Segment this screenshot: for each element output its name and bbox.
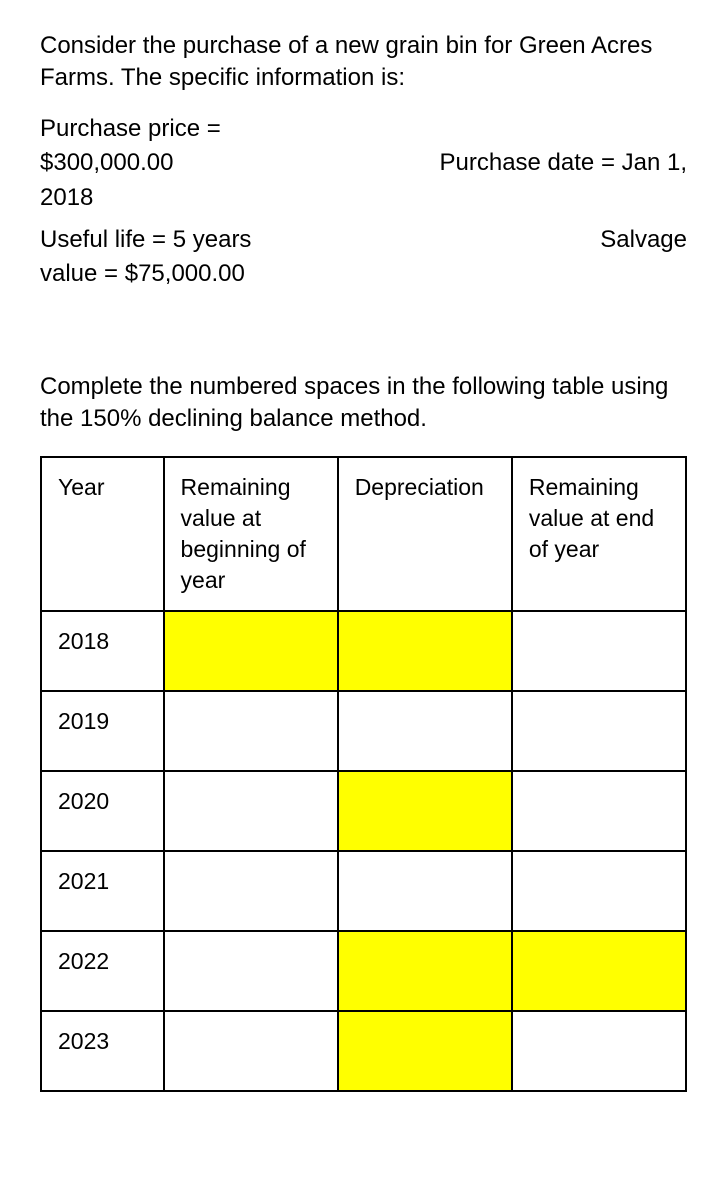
cell-year: 2018 (41, 611, 164, 691)
cell-depreciation (338, 931, 512, 1011)
cell-depreciation (338, 851, 512, 931)
cell-end-value (512, 611, 686, 691)
spec-date-label: Purchase date = Jan 1, (440, 147, 688, 179)
table-header-row: Year Remaining value at beginning of yea… (41, 457, 686, 611)
depreciation-table: Year Remaining value at beginning of yea… (40, 456, 687, 1092)
instruction-text: Complete the numbered spaces in the foll… (40, 371, 687, 436)
cell-depreciation (338, 1011, 512, 1091)
cell-year: 2019 (41, 691, 164, 771)
table-row: 2022 (41, 931, 686, 1011)
cell-year: 2020 (41, 771, 164, 851)
spec-life-label: Useful life = 5 years (40, 224, 251, 256)
cell-beginning-value (164, 931, 338, 1011)
cell-beginning-value (164, 851, 338, 931)
cell-depreciation (338, 771, 512, 851)
cell-depreciation (338, 691, 512, 771)
cell-beginning-value (164, 771, 338, 851)
table-row: 2018 (41, 611, 686, 691)
cell-year: 2023 (41, 1011, 164, 1091)
cell-year: 2021 (41, 851, 164, 931)
col-header-depreciation: Depreciation (338, 457, 512, 611)
table-row: 2019 (41, 691, 686, 771)
col-header-end: Remaining value at end of year (512, 457, 686, 611)
table-row: 2021 (41, 851, 686, 931)
cell-beginning-value (164, 691, 338, 771)
col-header-beginning: Remaining value at beginning of year (164, 457, 338, 611)
spec-price-value: $300,000.00 (40, 147, 173, 179)
spec-block: Purchase price = $300,000.00 Purchase da… (40, 113, 687, 291)
cell-end-value (512, 1011, 686, 1091)
spec-salvage-line2: value = $75,000.00 (40, 258, 687, 290)
cell-end-value (512, 851, 686, 931)
spec-date-year: 2018 (40, 182, 687, 214)
cell-beginning-value (164, 611, 338, 691)
cell-end-value (512, 931, 686, 1011)
cell-year: 2022 (41, 931, 164, 1011)
col-header-year: Year (41, 457, 164, 611)
cell-beginning-value (164, 1011, 338, 1091)
table-row: 2023 (41, 1011, 686, 1091)
spec-price-label: Purchase price = (40, 113, 221, 145)
cell-depreciation (338, 611, 512, 691)
cell-end-value (512, 771, 686, 851)
spec-salvage-label: Salvage (600, 224, 687, 256)
cell-end-value (512, 691, 686, 771)
table-row: 2020 (41, 771, 686, 851)
intro-text: Consider the purchase of a new grain bin… (40, 30, 687, 95)
